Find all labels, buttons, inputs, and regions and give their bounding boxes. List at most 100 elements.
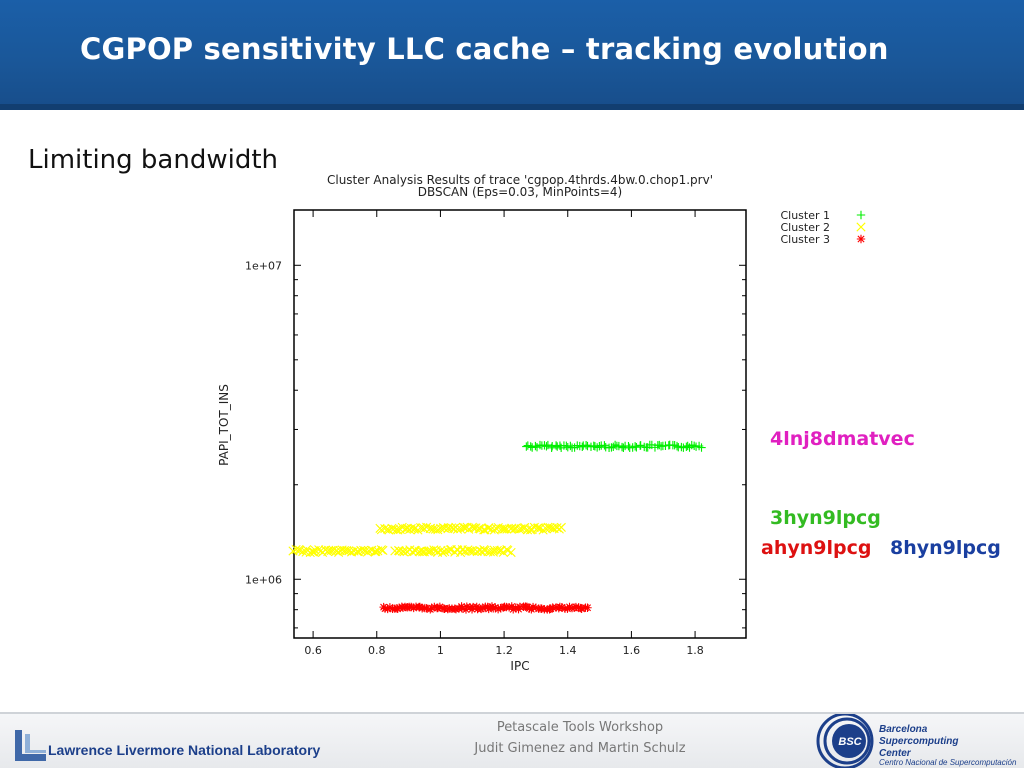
data-point-cluster-2	[522, 525, 533, 535]
data-point-cluster-1	[672, 441, 682, 451]
data-point-cluster-3	[528, 602, 538, 612]
data-point-cluster-3	[511, 603, 520, 612]
x-tick-label: 1.8	[686, 644, 704, 657]
llnl-name: Lawrence Livermore National Laboratory	[48, 742, 321, 758]
slide-subtitle: Limiting bandwidth	[28, 145, 279, 175]
chart-title: Cluster Analysis Results of trace 'cgpop…	[327, 173, 713, 187]
data-point-cluster-2	[480, 545, 490, 556]
x-tick-label: 1.2	[495, 644, 512, 657]
data-point-cluster-2	[459, 522, 469, 532]
data-point-cluster-3	[461, 605, 471, 614]
data-point-cluster-3	[385, 603, 395, 612]
data-point-cluster-3	[577, 604, 586, 614]
data-point-cluster-1	[592, 443, 602, 452]
plot-frame	[293, 209, 747, 639]
data-point-cluster-3	[557, 603, 566, 612]
bsc-name-line-1: Barcelona	[879, 724, 928, 735]
data-point-cluster-2	[390, 546, 400, 556]
data-point-cluster-1	[578, 442, 587, 452]
data-point-cluster-1	[581, 440, 591, 450]
slide-title: CGPOP sensitivity LLC cache – tracking e…	[80, 32, 889, 66]
chart-subtitle: DBSCAN (Eps=0.03, MinPoints=4)	[418, 185, 623, 199]
data-point-cluster-2	[391, 525, 401, 535]
data-point-cluster-2	[339, 545, 350, 556]
data-point-cluster-2	[314, 545, 324, 555]
data-point-cluster-3	[415, 602, 425, 612]
cluster-scatter-chart: Cluster Analysis Results of trace 'cgpop…	[217, 173, 866, 673]
data-point-cluster-3	[422, 604, 431, 613]
data-point-cluster-3	[583, 603, 592, 612]
data-point-cluster-1	[609, 442, 618, 451]
data-point-cluster-3	[462, 602, 472, 611]
data-point-cluster-3	[514, 604, 523, 614]
data-point-cluster-1	[600, 441, 609, 450]
x-tick-label: 1	[437, 644, 444, 657]
data-point-cluster-2	[328, 545, 338, 555]
bsc-name-line-2: Supercomputing	[879, 736, 959, 747]
data-point-cluster-3	[569, 603, 579, 612]
axis-ticks: 0.6 0.8 1 1.2 1.4 1.6 1.8 1e+06 1e+07	[245, 210, 746, 657]
data-point-cluster-2	[507, 523, 517, 533]
data-point-cluster-3	[504, 603, 514, 612]
data-point-cluster-1	[655, 440, 664, 450]
data-point-cluster-2	[335, 546, 345, 556]
data-point-cluster-3	[427, 603, 436, 613]
data-point-cluster-2	[431, 545, 441, 555]
data-point-cluster-2	[464, 546, 475, 556]
data-point-cluster-3	[398, 603, 408, 613]
data-point-cluster-2	[305, 547, 315, 558]
data-point-cluster-1	[630, 442, 640, 451]
bsc-logo-text: BSC	[838, 736, 862, 748]
plot-border	[293, 209, 747, 639]
data-point-cluster-3	[537, 604, 546, 613]
data-point-cluster-3	[467, 605, 477, 614]
data-point-cluster-3	[457, 604, 467, 613]
y-axis-label: PAPI_TOT_INS	[217, 384, 231, 466]
data-point-cluster-3	[393, 604, 402, 614]
data-point-cluster-2	[393, 525, 403, 535]
data-point-cluster-3	[531, 603, 541, 612]
legend-marker-cluster-2	[856, 222, 866, 232]
footer-authors: Judit Gimenez and Martin Schulz	[474, 741, 686, 756]
data-point-cluster-2	[492, 545, 502, 556]
code-label-8hyn9lpcg: 8hyn9lpcg	[890, 537, 1001, 559]
data-point-cluster-3	[409, 603, 418, 613]
data-point-cluster-3	[522, 602, 532, 612]
x-axis-label: IPC	[510, 659, 529, 673]
x-tick-label: 1.6	[623, 644, 641, 657]
data-point-cluster-2	[552, 523, 562, 533]
data-point-cluster-1	[595, 441, 604, 451]
data-point-cluster-3	[574, 603, 583, 612]
data-point-cluster-3	[489, 604, 498, 613]
data-point-cluster-1	[610, 440, 620, 450]
footer-divider	[0, 712, 1024, 714]
legend-label-cluster-1: Cluster 1	[780, 209, 830, 222]
legend-marker-cluster-3	[856, 234, 866, 244]
title-bar-rule	[0, 104, 1024, 110]
data-point-cluster-1	[697, 443, 706, 452]
data-point-cluster-2	[429, 545, 439, 555]
data-point-cluster-3	[472, 602, 481, 612]
title-bar	[0, 0, 1024, 110]
data-point-cluster-2	[440, 547, 450, 557]
data-point-cluster-3	[478, 603, 487, 613]
code-label-4lnj8dmatvec: 4lnj8dmatvec	[770, 428, 915, 450]
data-point-cluster-2	[440, 523, 450, 533]
data-point-cluster-3	[509, 605, 518, 614]
data-point-cluster-2	[291, 544, 301, 555]
data-point-cluster-2	[331, 546, 341, 556]
x-tick-label: 1.4	[559, 644, 577, 657]
data-point-cluster-2	[371, 547, 381, 557]
data-point-cluster-1	[670, 441, 679, 450]
data-point-cluster-3	[407, 602, 416, 612]
data-point-cluster-2	[436, 523, 446, 533]
data-point-cluster-1	[547, 443, 556, 452]
footer-event: Petascale Tools Workshop	[496, 720, 664, 735]
code-label-ahyn9lpcg: ahyn9lpcg	[761, 537, 872, 559]
data-point-cluster-2	[437, 547, 448, 557]
data-point-cluster-2	[556, 522, 566, 532]
data-point-cluster-2	[533, 523, 544, 533]
y-tick-label: 1e+06	[245, 573, 282, 586]
llnl-logo-icon	[15, 730, 46, 761]
data-point-cluster-1	[636, 441, 645, 450]
